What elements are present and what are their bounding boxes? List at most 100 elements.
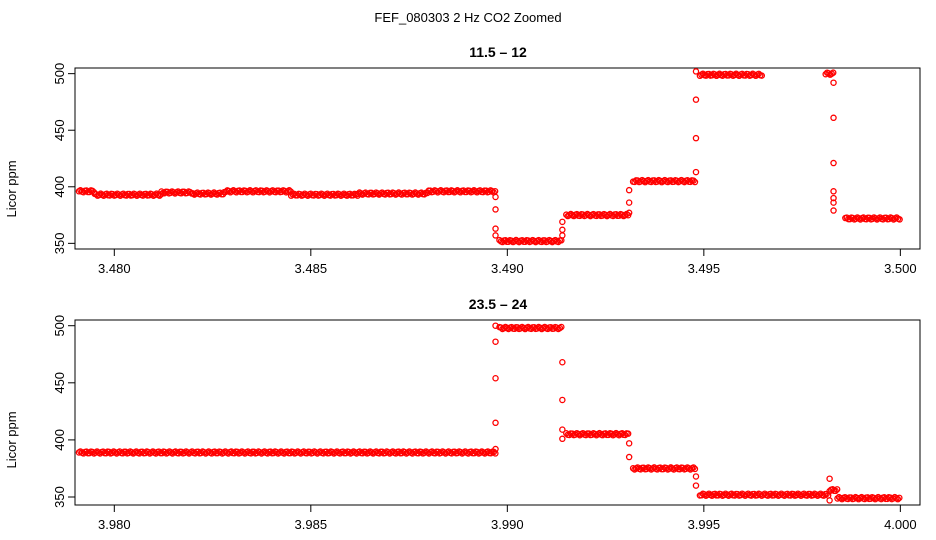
data-point [832,487,839,495]
data-point [830,159,837,167]
data-point [896,494,903,502]
y-tick-label: 500 [52,63,67,85]
data-point [692,134,700,142]
data-point [482,187,490,194]
data-point [826,475,833,482]
data-point [624,430,632,437]
data-point [102,449,110,457]
panel-1-y-axis-label: Licor ppm [4,160,19,217]
data-point [492,322,499,329]
data-point [194,448,202,455]
y-tick-label: 400 [52,176,67,198]
data-point [692,168,700,176]
y-tick-label: 450 [52,372,67,394]
data-point [559,396,566,404]
data-point [511,325,518,333]
data-point [415,449,422,457]
data-point [640,464,647,471]
data-point [86,449,93,457]
x-tick-label: 3.995 [688,517,721,532]
data-point [323,448,330,455]
data-point [770,492,778,499]
data-point [180,188,188,195]
data-point [690,177,697,184]
data-point [687,178,694,186]
data-point [846,215,854,223]
data-point [864,494,871,501]
data-point [625,199,633,206]
data-point [884,495,891,503]
x-tick-label: 3.980 [98,517,131,532]
data-point [158,449,166,457]
chart-panel-1: 11.5 – 12 Licor ppm 3.480 3.485 3.490 3.495… [4,44,921,276]
data-point [214,449,221,457]
data-point [750,490,758,498]
figure-title: FEF_080303 2 Hz CO2 Zoomed [374,10,561,25]
data-point [492,193,499,201]
data-point [359,449,366,457]
data-point [492,450,499,457]
plot-frame [74,319,921,506]
data-point [691,465,699,473]
data-point [559,435,566,443]
y-tick-label: 450 [52,119,67,141]
data-point [725,72,732,79]
data-point [585,430,593,437]
data-point [650,177,658,184]
data-point [541,237,548,244]
data-point [239,188,246,196]
data-point [882,214,890,221]
data-point [106,192,113,199]
data-point [463,188,470,196]
x-tick-label: 3.480 [98,261,131,276]
x-tick-label: 3.485 [295,261,328,276]
data-point [421,191,428,198]
data-point [139,448,146,455]
data-point [692,96,700,103]
data-point [434,448,442,456]
data-point [378,448,386,456]
data-point [234,448,241,456]
data-point [741,72,749,79]
data-point [521,238,529,246]
data-point [559,218,566,226]
data-point [505,238,512,245]
data-point [122,448,129,456]
data-point [829,69,837,76]
data-point [285,187,293,194]
y-tick-label: 400 [52,429,67,451]
data-point [576,212,584,220]
x-tick-label: 3.990 [491,517,524,532]
data-point [306,448,314,456]
x-tick-label: 3.495 [688,261,721,276]
data-point [492,419,499,427]
data-point [691,178,699,186]
data-point [830,199,837,206]
data-point [530,324,538,331]
x-tick-label: 3.985 [295,517,328,532]
data-point [605,431,612,439]
data-point [492,338,499,345]
data-point [625,440,633,447]
data-point [714,492,722,499]
data-point [830,188,837,195]
data-point [676,465,684,473]
data-point [692,473,700,480]
data-point [698,492,705,499]
data-point [596,211,603,218]
data-point [178,448,185,456]
data-point [222,188,230,196]
x-tick-label: 3.500 [884,261,917,276]
data-point [231,449,238,457]
data-point [705,70,713,78]
data-point [487,449,495,457]
data-point [492,232,499,239]
data-point [558,323,565,331]
data-point [559,358,566,366]
data-point [830,79,837,86]
data-point [330,190,337,198]
data-point [621,431,629,439]
data-point [625,453,633,461]
data-point [806,490,814,498]
